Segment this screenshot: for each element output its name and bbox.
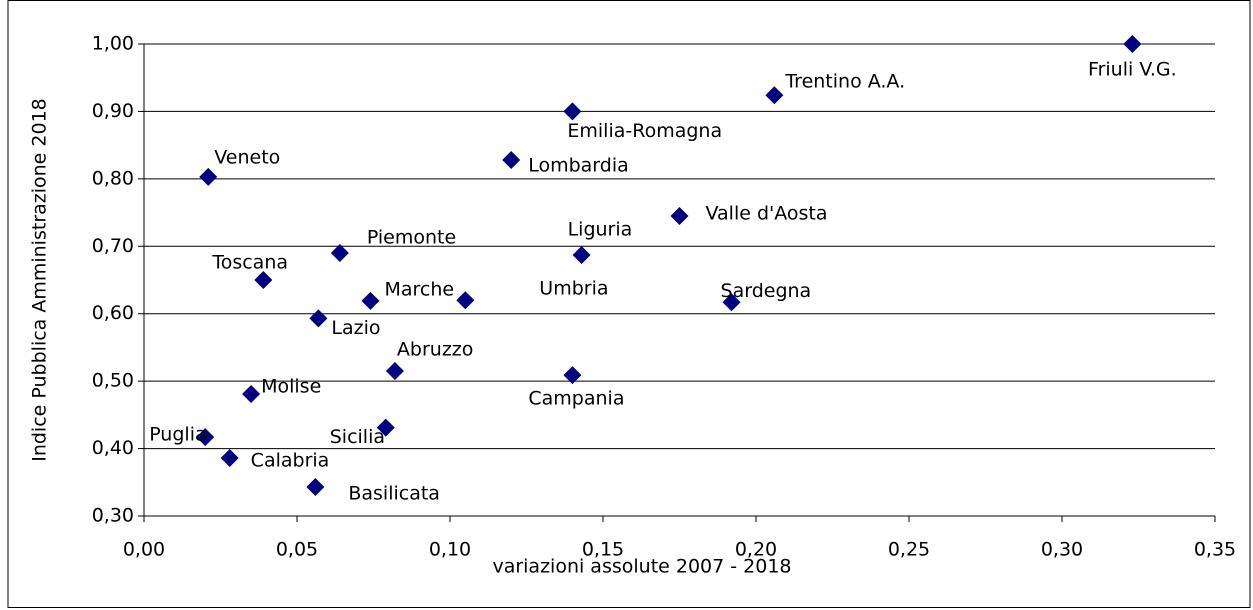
point-label: Veneto: [214, 146, 280, 168]
point: [563, 102, 582, 121]
x-tick-label: 0,20: [735, 539, 777, 561]
point-label: Lazio: [331, 317, 380, 339]
point-label: Basilicata: [348, 483, 440, 505]
point-label: Calabria: [251, 450, 330, 472]
point: [385, 362, 404, 381]
point: [309, 309, 328, 328]
point-label: Umbria: [539, 278, 608, 300]
y-tick-label: 0,50: [92, 370, 134, 392]
point-label: Marche: [384, 278, 454, 300]
point-label: Molise: [261, 375, 321, 397]
point: [456, 291, 475, 310]
point: [361, 291, 380, 310]
point: [196, 428, 215, 447]
point: [254, 271, 273, 289]
chart-frame: [7, 0, 1251, 608]
point: [722, 293, 741, 312]
point: [502, 150, 521, 169]
point: [572, 246, 591, 265]
y-tick-label: 1,00: [92, 33, 134, 55]
point: [220, 449, 239, 468]
x-axis-label: variazioni assolute 2007 - 2018: [492, 556, 791, 578]
point-label: Liguria: [568, 219, 633, 241]
y-tick-label: 0,90: [92, 100, 134, 122]
y-tick-label: 0,30: [92, 505, 134, 527]
point-label: Sicilia: [330, 426, 385, 448]
point-label: Lombardia: [528, 154, 629, 176]
y-axis-label: Indice Pubblica Amministrazione 2018: [29, 98, 51, 462]
point-label: Trentino A.A.: [784, 71, 905, 93]
x-tick-label: 0,10: [429, 539, 471, 561]
point: [306, 478, 325, 497]
x-tick-label: 0,35: [1194, 539, 1236, 561]
y-tick-label: 0,70: [92, 235, 134, 257]
x-tick-label: 0,25: [888, 539, 930, 561]
point: [765, 86, 784, 105]
y-tick-label: 0,40: [92, 437, 134, 459]
point: [563, 366, 582, 385]
point-label: Friuli V.G.: [1088, 59, 1177, 81]
point-label: Sardegna: [721, 280, 812, 302]
point: [1123, 35, 1142, 53]
y-tick-label: 0,60: [92, 302, 134, 324]
y-tick-label: 0,80: [92, 167, 134, 189]
point-label: Abruzzo: [397, 339, 473, 361]
point-label: Valle d'Aosta: [706, 202, 828, 224]
x-tick-label: 0,00: [123, 539, 165, 561]
x-tick-label: 0,05: [276, 539, 318, 561]
point-label: Toscana: [211, 252, 288, 274]
point-label: Puglia: [149, 424, 206, 446]
x-tick-label: 0,15: [582, 539, 624, 561]
point: [199, 167, 218, 186]
point: [376, 418, 395, 437]
point-label: Campania: [528, 388, 624, 410]
point: [670, 206, 689, 225]
point: [330, 244, 349, 263]
point-label: Emilia-Romagna: [567, 120, 722, 142]
x-tick-label: 0,30: [1041, 539, 1083, 561]
point: [242, 384, 261, 403]
point-label: Piemonte: [367, 227, 456, 249]
